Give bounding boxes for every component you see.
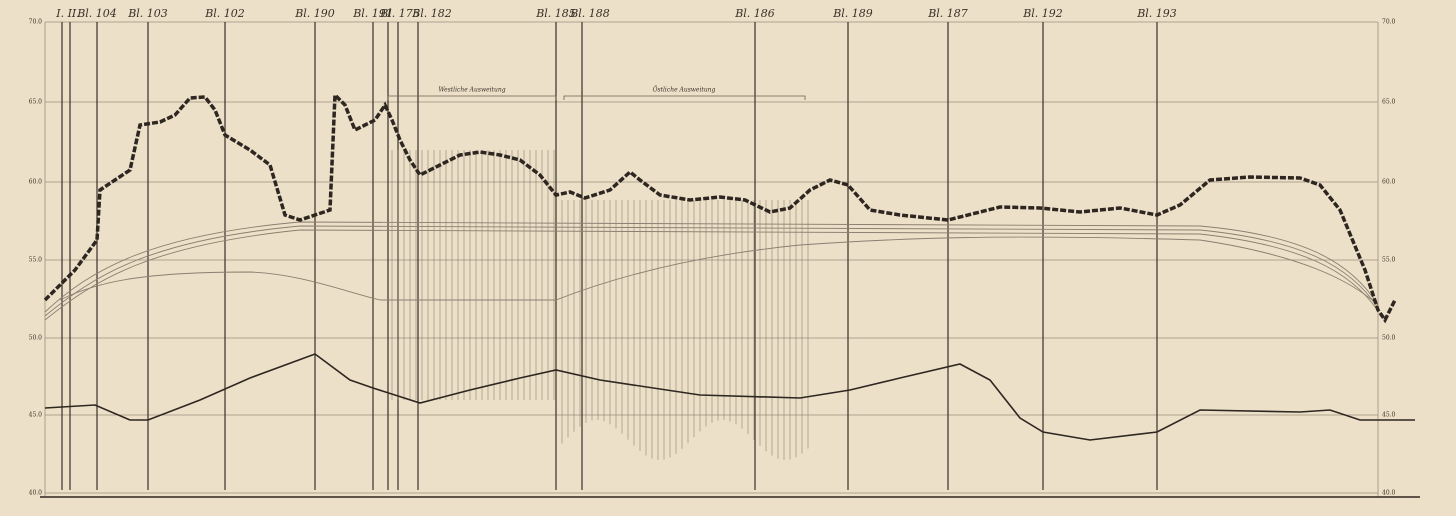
paper [0, 0, 1456, 516]
right-axis-label: 70.0 [1382, 19, 1396, 26]
left-axis-label: 55.0 [29, 257, 43, 264]
borehole-label: Bl. 103 [127, 7, 168, 20]
borehole-label: Bl. 187 [927, 7, 968, 20]
profile-drawing: 70.0 70.0 65.0 65.0 60.0 60.0 55.0 55.0 50.0 50.0… [0, 0, 1456, 516]
section-label: Westliche Ausweitung [438, 87, 505, 94]
borehole-label: Bl. 182 [411, 7, 452, 20]
right-axis-label: 65.0 [1382, 99, 1396, 106]
left-axis-label: 45.0 [29, 412, 43, 419]
left-axis-label: 40.0 [29, 490, 43, 497]
left-axis-label: 65.0 [29, 99, 43, 106]
borehole-label: Bl. 193 [1136, 7, 1177, 20]
borehole-label: Bl. 186 [734, 7, 775, 20]
borehole-label: Bl. 102 [204, 7, 245, 20]
borehole-label: I. II. [55, 7, 80, 20]
left-axis-label: 50.0 [29, 335, 43, 342]
right-axis-label: 50.0 [1382, 335, 1396, 342]
left-axis-label: 60.0 [29, 179, 43, 186]
borehole-label: Bl. 190 [294, 7, 335, 20]
right-axis-label: 55.0 [1382, 257, 1396, 264]
borehole-label: Bl. 189 [832, 7, 873, 20]
borehole-label: Bl. 104 [76, 7, 117, 20]
borehole-label: Bl. 192 [1022, 7, 1063, 20]
right-axis-label: 60.0 [1382, 179, 1396, 186]
right-axis-label: 40.0 [1382, 490, 1396, 497]
left-axis-label: 70.0 [29, 19, 43, 26]
borehole-label: Bl. 188 [569, 7, 610, 20]
section-label: Östliche Ausweitung [653, 87, 716, 94]
right-axis-label: 45.0 [1382, 412, 1396, 419]
